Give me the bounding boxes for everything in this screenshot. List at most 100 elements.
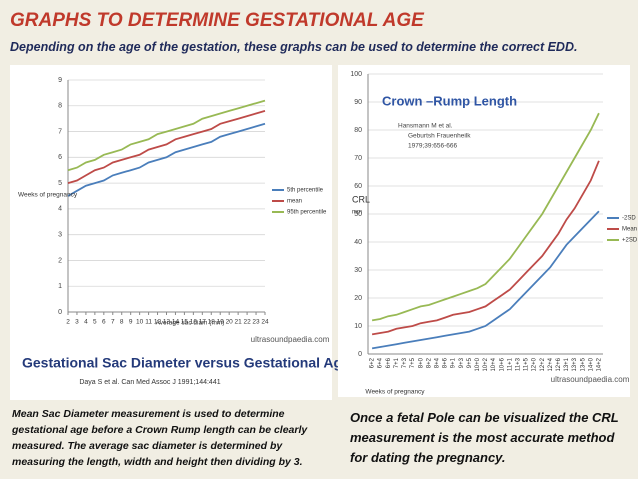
chart-background bbox=[338, 65, 630, 397]
watermark: ultrasoundpaedia.com bbox=[251, 335, 330, 344]
y-tick-label: 2 bbox=[58, 257, 62, 264]
citation: Geburtsh Frauenheilk bbox=[408, 133, 471, 140]
x-tick-label: 21 bbox=[235, 319, 243, 326]
x-tick-label: 6+2 bbox=[370, 357, 376, 368]
y-tick-label: 5 bbox=[58, 180, 62, 187]
y-tick-label: 9 bbox=[58, 77, 62, 84]
series-line bbox=[371, 160, 600, 336]
x-axis-label: Weeks of pregnancy bbox=[365, 389, 425, 396]
x-tick-label: 9+1 bbox=[451, 357, 457, 368]
y-tick-label: 6 bbox=[58, 154, 62, 161]
y-tick-label: 4 bbox=[58, 206, 62, 213]
x-tick-label: 20 bbox=[226, 319, 234, 326]
y-tick-label: 30 bbox=[354, 267, 362, 274]
legend-label: 5th percentile bbox=[287, 188, 324, 194]
x-tick-label: 13+1 bbox=[564, 357, 570, 371]
x-tick-label: 12+2 bbox=[540, 357, 546, 371]
y-tick-label: 60 bbox=[354, 183, 362, 190]
y-tick-label: 3 bbox=[58, 232, 62, 239]
citation: 1979;39:656-666 bbox=[408, 143, 458, 150]
x-tick-label: 3 bbox=[75, 319, 79, 326]
x-tick-label: 4 bbox=[84, 319, 88, 326]
x-tick-label: 6 bbox=[102, 319, 106, 326]
y-tick-label: 0 bbox=[58, 309, 62, 316]
legend-label: mean bbox=[287, 199, 302, 205]
x-tick-label: 9+5 bbox=[467, 357, 473, 368]
x-tick-label: 19 bbox=[217, 319, 225, 326]
y-axis-unit: mm bbox=[352, 210, 362, 216]
x-tick-label: 7+3 bbox=[402, 357, 408, 368]
x-tick-label: 6+4 bbox=[378, 357, 384, 368]
series-line bbox=[371, 112, 600, 322]
y-tick-label: 7 bbox=[58, 128, 62, 135]
y-tick-label: 10 bbox=[354, 323, 362, 330]
caption: Mean Sac Diameter measurement is used to… bbox=[12, 408, 308, 468]
series-line bbox=[371, 210, 600, 350]
x-tick-label: 8+6 bbox=[443, 357, 449, 368]
citation: Hansmann M et al. bbox=[398, 123, 453, 130]
y-tick-label: 50 bbox=[354, 211, 362, 218]
x-tick-label: 14 bbox=[172, 319, 180, 326]
y-axis-label: Weeks of pregnancy bbox=[18, 192, 78, 199]
x-tick-label: 16 bbox=[190, 319, 198, 326]
x-tick-label: 12+6 bbox=[556, 357, 562, 371]
y-tick-label: 40 bbox=[354, 239, 362, 246]
y-tick-label: 80 bbox=[354, 127, 362, 134]
x-tick-label: 6+6 bbox=[386, 357, 392, 368]
x-tick-label: 23 bbox=[252, 319, 260, 326]
x-tick-label: 10+4 bbox=[491, 357, 497, 371]
caption: Once a fetal Pole can be visualized the … bbox=[350, 410, 619, 465]
chart-title: Crown –Rump Length bbox=[382, 93, 517, 108]
y-axis-label: CRL bbox=[352, 194, 370, 204]
y-tick-label: 20 bbox=[354, 295, 362, 302]
x-tick-label: 9+3 bbox=[459, 357, 465, 368]
y-tick-label: 0 bbox=[358, 351, 362, 358]
watermark: ultrasoundpaedia.com bbox=[551, 375, 630, 384]
x-tick-label: 17 bbox=[199, 319, 207, 326]
chart-background bbox=[10, 65, 332, 400]
x-tick-label: 15 bbox=[181, 319, 189, 326]
x-tick-label: 2 bbox=[66, 319, 70, 326]
slide-title: GRAPHS TO DETERMINE GESTATIONAL AGE bbox=[10, 10, 424, 31]
series-line bbox=[67, 99, 266, 172]
x-tick-label: 10+2 bbox=[483, 357, 489, 371]
x-tick-label: 12+4 bbox=[548, 357, 554, 371]
legend-label: Mean bbox=[622, 227, 637, 233]
x-tick-label: 8+2 bbox=[426, 357, 432, 368]
y-tick-label: 90 bbox=[354, 99, 362, 106]
x-tick-label: 11 bbox=[145, 319, 152, 326]
x-tick-label: 18 bbox=[208, 319, 216, 326]
citation: Daya S et al. Can Med Assoc J 1991;144:4… bbox=[79, 379, 220, 386]
y-tick-label: 8 bbox=[58, 103, 62, 110]
x-tick-label: 12+0 bbox=[532, 357, 538, 371]
x-tick-label: 13+5 bbox=[580, 357, 586, 371]
x-tick-label: 12 bbox=[154, 319, 162, 326]
legend-label: +2SD bbox=[622, 238, 638, 244]
y-tick-label: 100 bbox=[350, 71, 362, 78]
x-tick-label: 11+1 bbox=[507, 357, 513, 371]
x-tick-label: 8+4 bbox=[434, 357, 440, 368]
legend-label: -2SD bbox=[622, 216, 636, 222]
series-line bbox=[67, 110, 266, 184]
chart-title: Gestational Sac Diameter versus Gestatio… bbox=[22, 355, 350, 371]
x-tick-label: 10+6 bbox=[499, 357, 505, 371]
x-tick-label: 14+0 bbox=[588, 357, 594, 371]
x-tick-label: 14+2 bbox=[597, 357, 603, 371]
x-tick-label: 24 bbox=[261, 319, 269, 326]
legend-label: 95th percentile bbox=[287, 210, 327, 216]
x-tick-label: 8 bbox=[120, 319, 124, 326]
slide-subtitle: Depending on the age of the gestation, t… bbox=[10, 40, 578, 54]
x-tick-label: 7 bbox=[111, 319, 115, 326]
x-tick-label: 7+5 bbox=[410, 357, 416, 368]
x-tick-label: 10+0 bbox=[475, 357, 481, 371]
y-tick-label: 1 bbox=[58, 283, 62, 290]
x-tick-label: 13 bbox=[163, 319, 171, 326]
x-tick-label: 11+3 bbox=[515, 357, 521, 371]
y-tick-label: 70 bbox=[354, 155, 362, 162]
x-tick-label: 13+3 bbox=[572, 357, 578, 371]
x-tick-label: 10 bbox=[136, 319, 144, 326]
x-tick-label: 8+0 bbox=[418, 357, 424, 368]
x-tick-label: 7+1 bbox=[394, 357, 400, 368]
